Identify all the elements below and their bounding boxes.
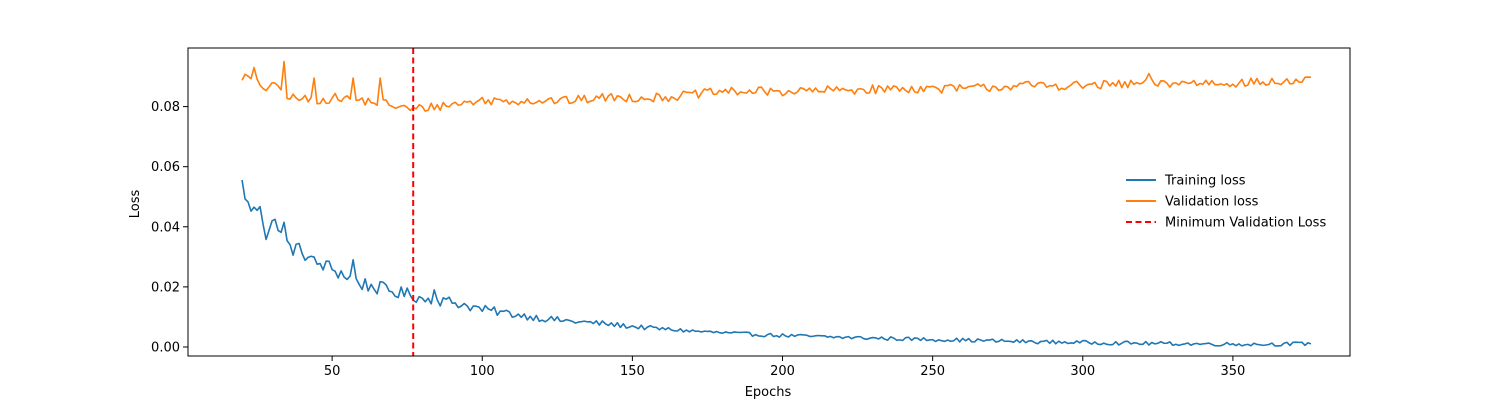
y-tick-label: 0.04: [151, 220, 180, 235]
x-tick-label: 150: [620, 364, 645, 379]
x-tick-label: 100: [470, 364, 495, 379]
y-tick-label: 0.02: [151, 280, 180, 295]
legend: Training loss Validation loss Minimum Vali…: [1126, 174, 1326, 231]
x-tick-label: 200: [770, 364, 795, 379]
y-axis: 0.00 0.02 0.04 0.06 0.08: [151, 100, 188, 355]
x-tick-label: 350: [1220, 364, 1245, 379]
y-tick-label: 0.08: [151, 100, 180, 115]
legend-label-min-validation-loss: Minimum Validation Loss: [1165, 216, 1326, 231]
x-axis: 50 100 150 200 250 300 350: [324, 356, 1245, 379]
x-axis-label: Epochs: [745, 385, 792, 400]
axes-frame: [187, 47, 1351, 357]
series-line-training-loss: [241, 179, 1312, 347]
y-tick-label: 0.06: [151, 160, 180, 175]
x-tick-label: 50: [324, 364, 341, 379]
x-tick-label: 300: [1070, 364, 1095, 379]
plot-area: [187, 47, 1351, 357]
x-tick-label: 250: [920, 364, 945, 379]
legend-label-validation-loss: Validation loss: [1165, 195, 1259, 210]
y-axis-label: Loss: [128, 190, 143, 219]
series-line-validation-loss: [241, 60, 1312, 112]
y-tick-label: 0.00: [151, 340, 180, 355]
legend-label-training-loss: Training loss: [1164, 174, 1246, 189]
